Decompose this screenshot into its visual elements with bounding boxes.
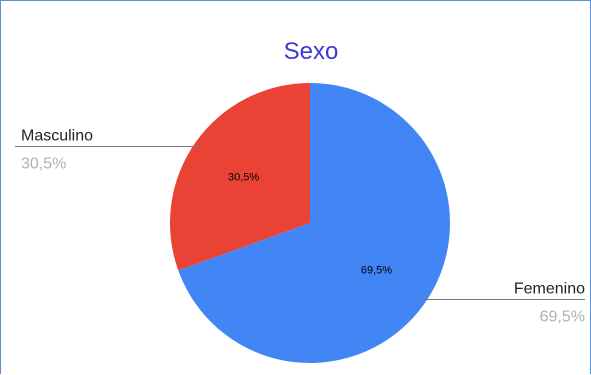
pie-slice-femenino	[178, 83, 451, 363]
pie-slices	[169, 83, 451, 363]
slice-category-label-masculino: Masculino	[21, 128, 93, 145]
pie-labels: 69,5% Femenino 69,5% 30,5% Masculino 30,5%	[15, 128, 585, 325]
slice-value-label-femenino: 69,5%	[361, 265, 392, 277]
slice-percent-label-masculino: 30,5%	[21, 156, 66, 173]
pie-slice-masculino	[169, 83, 310, 271]
slice-category-label-femenino: Femenino	[514, 280, 585, 297]
chart-title: Sexo	[284, 38, 339, 65]
slice-value-label-masculino: 30,5%	[228, 171, 259, 183]
slice-percent-label-femenino: 69,5%	[540, 308, 585, 325]
